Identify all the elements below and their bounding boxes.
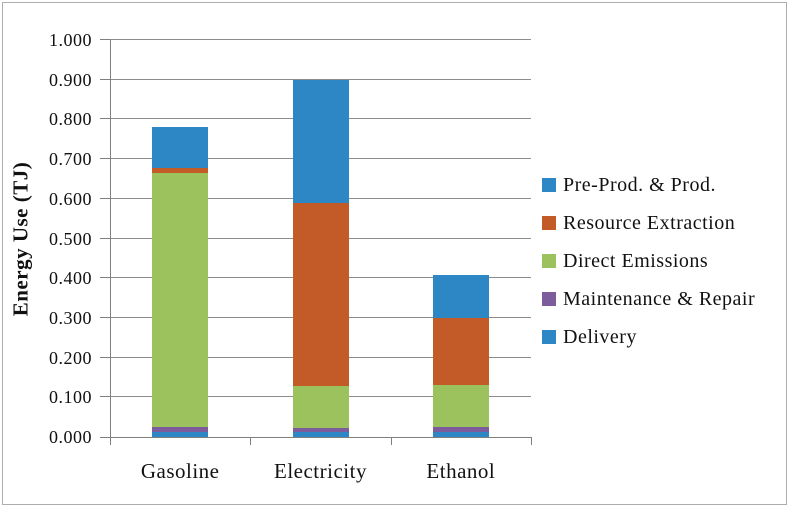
bar-segment [152, 431, 209, 437]
x-tick [110, 438, 111, 445]
y-tick [100, 277, 110, 279]
bar-segment [432, 431, 489, 437]
legend-swatch-icon [542, 330, 556, 344]
y-tick-label: 0.000 [49, 427, 92, 447]
bar-segment [292, 202, 349, 387]
x-tick [391, 438, 392, 445]
bar-segment [152, 427, 209, 432]
y-tick [100, 356, 110, 358]
bar-segment [292, 386, 349, 429]
legend-item: Pre-Prod. & Prod. [542, 166, 755, 204]
legend-item: Direct Emissions [542, 242, 755, 280]
legend-label: Delivery [563, 325, 637, 348]
bar-segment [292, 428, 349, 433]
bar-segment [432, 385, 489, 428]
y-tick [100, 158, 110, 160]
bar-segment [152, 126, 209, 169]
gridline [110, 78, 531, 80]
bar-segment [432, 275, 489, 318]
legend-label: Resource Extraction [563, 211, 736, 234]
y-tick-label: 0.200 [49, 347, 92, 368]
bar-segment [432, 317, 489, 386]
y-tick-label: 1.000 [49, 30, 92, 50]
y-tick-label: 0.300 [49, 307, 92, 328]
legend-label: Direct Emissions [563, 249, 709, 272]
x-tick [531, 438, 532, 445]
legend-swatch-icon [542, 178, 556, 192]
bar-segment [152, 173, 209, 428]
x-category-label: Electricity [274, 459, 367, 483]
x-tick [250, 438, 251, 445]
x-category-label: Ethanol [426, 459, 496, 483]
y-tick [100, 118, 110, 120]
y-tick-label: 0.900 [49, 69, 92, 90]
y-tick-label: 0.400 [49, 268, 92, 289]
bar-segment [292, 79, 349, 203]
legend: Pre-Prod. & Prod. Resource Extraction Dire… [542, 166, 755, 356]
y-tick [100, 39, 110, 40]
x-axis-line [100, 437, 532, 438]
y-tick [100, 396, 110, 398]
y-tick-label: 0.600 [49, 188, 92, 209]
bar-segment [432, 427, 489, 432]
bar-segment [152, 168, 209, 173]
legend-item: Delivery [542, 318, 755, 356]
y-tick [100, 78, 110, 80]
y-tick-label: 0.100 [49, 387, 92, 408]
y-tick-label: 0.700 [49, 149, 92, 170]
y-tick [100, 437, 110, 438]
y-tick [100, 316, 110, 318]
y-tick [100, 237, 110, 239]
gridline [110, 39, 531, 40]
legend-label: Pre-Prod. & Prod. [563, 173, 716, 196]
legend-item: Maintenance & Repair [542, 280, 755, 318]
legend-swatch-icon [542, 292, 556, 306]
legend-swatch-icon [542, 216, 556, 230]
y-tick-label: 0.500 [49, 228, 92, 249]
x-category-label: Gasoline [140, 459, 220, 483]
plot-area [110, 39, 531, 437]
y-axis-line [110, 40, 111, 438]
legend-label: Maintenance & Repair [563, 287, 756, 310]
y-tick-label: 0.800 [49, 109, 92, 130]
legend-item: Resource Extraction [542, 204, 755, 242]
figure-border [2, 2, 787, 505]
legend-swatch-icon [542, 254, 556, 268]
y-tick [100, 197, 110, 199]
bar-segment [292, 432, 349, 437]
